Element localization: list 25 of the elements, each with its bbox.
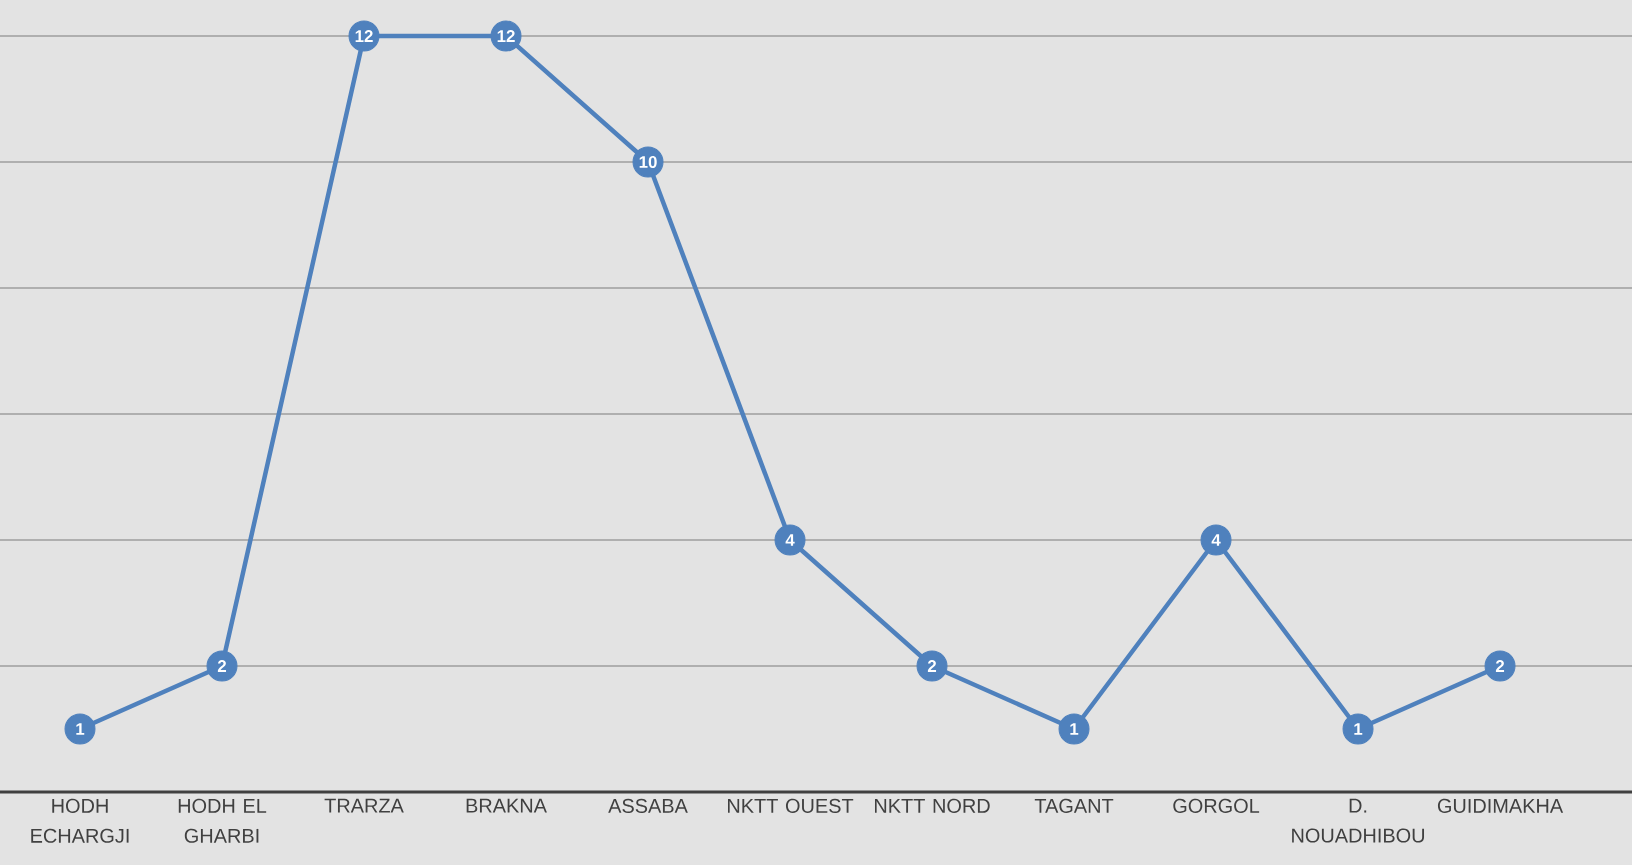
x-tick-label: D. NOUADHIBOU	[1292, 798, 1425, 843]
x-tick-label: ASSABA	[608, 798, 688, 813]
x-tick-label: BRAKNA	[466, 798, 547, 813]
data-label: 2	[927, 660, 937, 672]
x-tick-label: NKTT OUEST	[728, 798, 854, 813]
x-tick-label: NKTT NORD	[875, 798, 990, 813]
data-label: 1	[1354, 723, 1363, 735]
x-tick-label: GORGOL	[1173, 798, 1260, 813]
data-label: 10	[639, 156, 657, 168]
data-label: 12	[497, 30, 515, 42]
x-tick-label: TRARZA	[324, 798, 404, 813]
data-label: 12	[355, 30, 373, 42]
data-label: 1	[76, 723, 85, 735]
x-tick-label: HODH EL GHARBI	[178, 798, 267, 843]
point	[206, 650, 238, 682]
data-label: 1	[1070, 723, 1079, 735]
x-tick-label: GUIDIMAKHA	[1437, 798, 1564, 813]
data-label: 4	[785, 534, 795, 546]
point	[916, 650, 948, 682]
point	[1484, 650, 1516, 682]
x-tick-label: TAGANT	[1034, 798, 1114, 813]
data-label: 2	[1495, 660, 1505, 672]
x-tick-label: HODH ECHARGJI	[31, 798, 129, 843]
data-label: 4	[1211, 534, 1221, 546]
data-label: 2	[217, 660, 227, 672]
